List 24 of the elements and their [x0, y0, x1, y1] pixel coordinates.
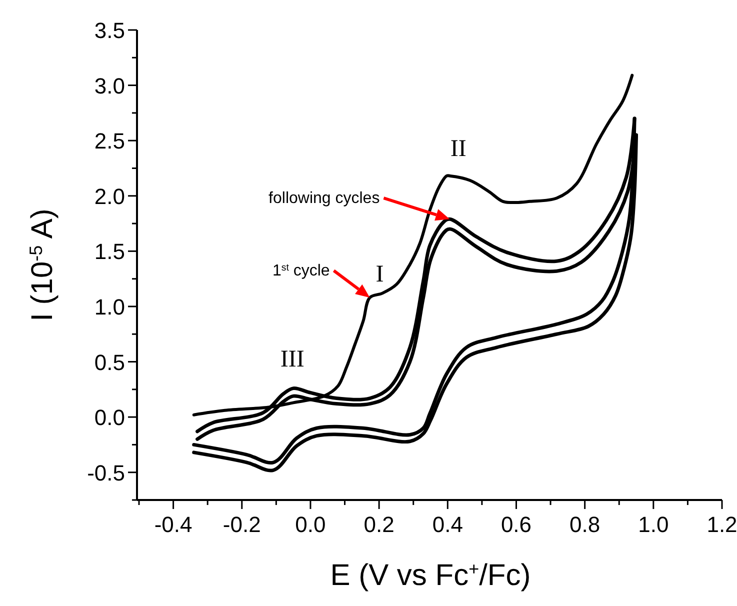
annotation: following cycles [268, 190, 380, 208]
y-tick-label: 0.0 [94, 405, 125, 430]
y-tick-label: 0.5 [94, 350, 125, 375]
annotation: 1$^{st}$ cycle [272, 262, 330, 280]
x-tick-label: 0.4 [432, 512, 463, 537]
y-tick-label: 2.0 [94, 184, 125, 209]
annotation: II [450, 136, 466, 162]
y-tick-label: -0.5 [87, 460, 125, 486]
annotation: I [376, 262, 384, 288]
annotation: III [280, 346, 304, 372]
x-axis-title: E (V vs Fc$^{+}$/Fc) [330, 559, 531, 592]
x-tick-label: 0.8 [570, 512, 600, 537]
x-tick-label: 0.2 [364, 512, 394, 537]
y-tick-label: 2.5 [94, 128, 125, 154]
y-tick-label: 3.0 [94, 73, 125, 98]
x-tick-label: 1.0 [638, 512, 669, 537]
y-tick-label: 1.5 [94, 239, 125, 264]
x-tick-label: -0.4 [154, 512, 192, 537]
x-tick-label: 1.2 [706, 512, 737, 537]
x-tick-label: -0.2 [222, 512, 261, 537]
y-tick-label: 1.0 [94, 294, 125, 320]
y-tick-label: 3.5 [94, 18, 125, 43]
x-tick-label: 0.6 [500, 512, 532, 537]
x-tick-label: 0.0 [295, 512, 326, 537]
